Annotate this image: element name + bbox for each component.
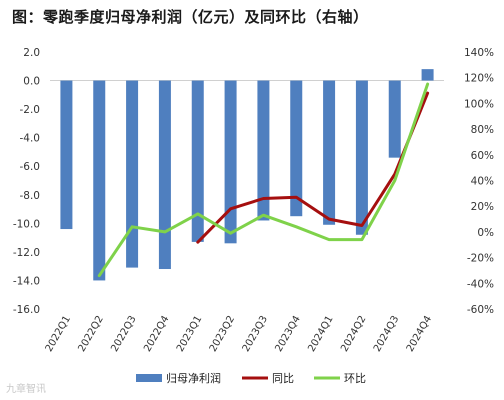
category-label: 2023Q1 <box>175 314 204 354</box>
category-label: 2024Q1 <box>306 314 335 354</box>
series-line <box>196 91 430 244</box>
legend: 归母净利润 同比 环比 <box>136 371 366 385</box>
left-tick-label: -4.0 <box>20 133 41 145</box>
bar-series <box>60 69 434 281</box>
x-axis: 2022Q1 2022Q2 2022Q3 2022Q4 2023Q1 2023Q2 2023… <box>44 314 435 354</box>
left-tick-label: -8.0 <box>20 190 41 202</box>
category-label: 2023Q4 <box>273 314 302 354</box>
bar <box>60 80 73 230</box>
bar <box>191 80 204 242</box>
bar <box>126 80 139 268</box>
left-tick-label: -12.0 <box>13 247 40 259</box>
left-tick-label: 0.0 <box>23 76 40 88</box>
legend-label: 环比 <box>344 372 366 385</box>
bar <box>323 80 336 225</box>
right-tick-label: -20% <box>467 253 494 265</box>
category-label: 2023Q2 <box>208 314 237 354</box>
right-tick-label: -60% <box>467 304 494 316</box>
left-tick-label: -2.0 <box>20 104 41 116</box>
category-label: 2022Q4 <box>142 314 171 354</box>
right-tick-label: 20% <box>471 201 494 213</box>
left-axis: 2.0 0.0 -2.0 -4.0 -6.0 -8.0 -10.0 -12.0 -14.0 -16… <box>13 47 40 316</box>
right-tick-label: 100% <box>464 98 494 110</box>
left-tick-label: 2.0 <box>23 47 40 59</box>
legend-swatch <box>136 374 162 382</box>
bar <box>388 80 401 158</box>
left-tick-label: -16.0 <box>13 304 40 316</box>
line-series <box>97 82 430 278</box>
left-tick-label: -6.0 <box>20 161 41 173</box>
bar <box>257 80 270 221</box>
right-tick-label: 120% <box>464 73 494 85</box>
bar <box>421 69 434 81</box>
category-label: 2024Q2 <box>339 314 368 354</box>
watermark: 九章智讯 <box>6 384 46 395</box>
bar <box>224 80 237 244</box>
legend-label: 归母净利润 <box>166 371 221 385</box>
right-tick-label: -40% <box>467 278 494 290</box>
category-label: 2024Q3 <box>372 314 401 354</box>
right-tick-label: 60% <box>471 150 494 162</box>
right-tick-label: 40% <box>471 176 494 188</box>
category-label: 2022Q2 <box>76 314 105 354</box>
series-line <box>97 82 430 278</box>
bar <box>158 80 171 270</box>
legend-label: 同比 <box>272 372 294 385</box>
category-label: 2024Q4 <box>405 314 434 354</box>
left-tick-label: -14.0 <box>13 275 40 287</box>
right-axis: 140% 120% 100% 80% 60% 40% 20% 0% -20% -40% -60% <box>464 47 494 316</box>
category-label: 2023Q3 <box>241 314 270 354</box>
chart-title: 图：零跑季度归母净利润（亿元）及同环比（右轴） <box>12 8 369 26</box>
right-tick-label: 80% <box>471 124 494 136</box>
bar <box>93 80 106 281</box>
right-tick-label: 140% <box>464 47 494 59</box>
right-tick-label: 0% <box>477 227 494 239</box>
bar <box>290 80 303 217</box>
category-label: 2022Q1 <box>44 314 73 354</box>
category-label: 2022Q3 <box>109 314 138 354</box>
bar <box>355 80 368 235</box>
left-tick-label: -10.0 <box>13 218 40 230</box>
